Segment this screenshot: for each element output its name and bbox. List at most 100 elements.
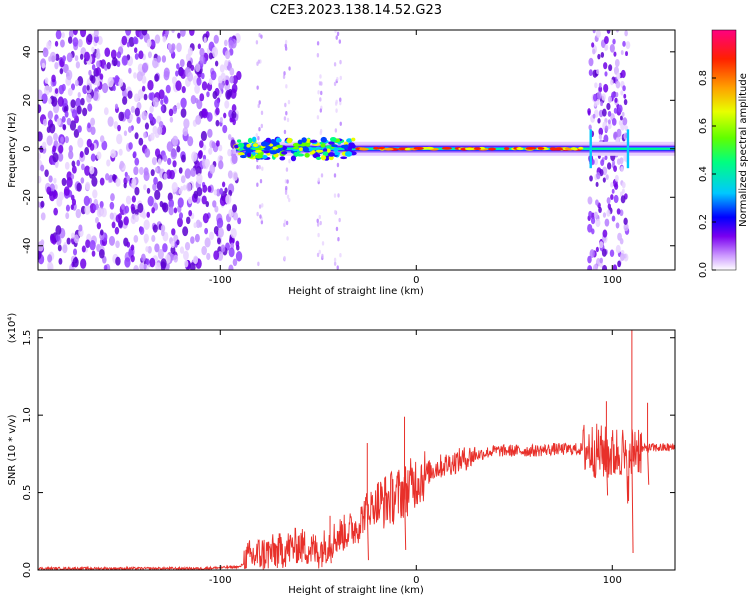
streak-blob [336, 76, 339, 82]
noise-blob [133, 93, 140, 103]
streak-blob [319, 97, 322, 102]
noise-blob [71, 198, 77, 206]
signal-blob [237, 152, 245, 156]
noise-blob [84, 165, 91, 176]
noise-blob [170, 241, 175, 249]
noise-blob [176, 63, 180, 70]
noise-blob [129, 113, 134, 121]
noise-blob [65, 212, 70, 220]
streak-blob [339, 253, 342, 258]
noise-blob [119, 160, 125, 169]
noise-blob [50, 234, 56, 244]
noise-blob [143, 131, 147, 139]
noise-blob [192, 255, 199, 265]
streak-blob [257, 136, 260, 141]
burst-blob [602, 229, 608, 238]
signal-core [503, 147, 510, 151]
noise-blob [168, 206, 174, 216]
streak-blob [285, 185, 288, 191]
burst-blob [606, 197, 611, 204]
streak-blob [333, 173, 337, 178]
noise-blob [141, 110, 148, 121]
signal-blob [296, 153, 305, 157]
noise-blob [64, 161, 70, 170]
burst-blob [600, 159, 605, 166]
noise-blob [96, 80, 100, 87]
burst-blob [601, 248, 607, 257]
colorbar-tick-label: 0.6 [698, 118, 709, 134]
noise-blob [152, 183, 157, 191]
noise-blob [134, 107, 140, 117]
noise-blob [60, 39, 65, 48]
noise-blob [168, 198, 174, 209]
noise-blob [163, 95, 168, 103]
burst-blob [619, 238, 624, 245]
noise-blob [71, 232, 75, 239]
noise-blob [148, 112, 153, 120]
noise-blob [59, 68, 64, 75]
noise-blob [127, 90, 133, 99]
noise-blob [194, 97, 199, 104]
signal-blob [277, 146, 284, 152]
noise-blob [208, 52, 213, 60]
burst-blob [587, 255, 592, 264]
signal-core [578, 146, 584, 150]
noise-blob [71, 109, 78, 119]
noise-blob [121, 35, 128, 46]
noise-blob [115, 256, 121, 266]
signal-blob [265, 137, 271, 143]
burst-blob [612, 160, 616, 166]
noise-blob [96, 207, 103, 218]
signal-blob [329, 136, 337, 142]
streak-blob [318, 81, 322, 86]
noise-blob [46, 126, 51, 134]
noise-blob [197, 43, 201, 50]
streak-blob [257, 261, 260, 267]
spectrogram-y-tick-label: 40 [22, 45, 33, 58]
noise-blob [99, 73, 104, 80]
snr-peak-down [605, 453, 609, 496]
streak-blob [283, 219, 287, 224]
noise-blob [187, 71, 194, 82]
noise-blob [222, 124, 228, 134]
noise-blob [71, 165, 77, 174]
noise-blob [225, 79, 229, 86]
burst-blob [588, 210, 593, 218]
noise-blob [145, 246, 149, 253]
noise-blob [134, 157, 140, 166]
noise-blob [65, 204, 70, 212]
burst-blob [607, 110, 612, 117]
noise-blob [165, 30, 170, 36]
noise-blob [38, 89, 43, 100]
signal-blob [351, 137, 356, 142]
noise-blob [152, 224, 158, 233]
noise-blob [61, 115, 66, 123]
noise-blob [77, 125, 82, 133]
noise-blob [141, 30, 148, 36]
streak-blob [255, 40, 259, 45]
signal-core [537, 147, 545, 150]
burst-blob [620, 195, 626, 204]
burst-blob [620, 253, 625, 262]
burst-blob [623, 93, 627, 99]
noise-blob [206, 91, 210, 98]
noise-blob [86, 84, 90, 91]
burst-blob [622, 40, 626, 47]
burst-blob [621, 188, 625, 194]
burst-blob [606, 30, 611, 34]
burst-blob [611, 188, 615, 194]
noise-blob [113, 121, 119, 129]
burst-blob [587, 196, 593, 205]
burst-blob [606, 102, 611, 111]
noise-blob [207, 185, 212, 193]
noise-blob [213, 34, 219, 44]
noise-blob [154, 73, 159, 82]
burst-blob [622, 85, 626, 92]
noise-blob [90, 75, 96, 84]
noise-blob [188, 209, 193, 217]
burst-blob [596, 172, 601, 180]
noise-blob [194, 233, 200, 243]
noise-blob [64, 110, 69, 118]
burst-blob [587, 223, 593, 233]
noise-blob [57, 152, 64, 162]
